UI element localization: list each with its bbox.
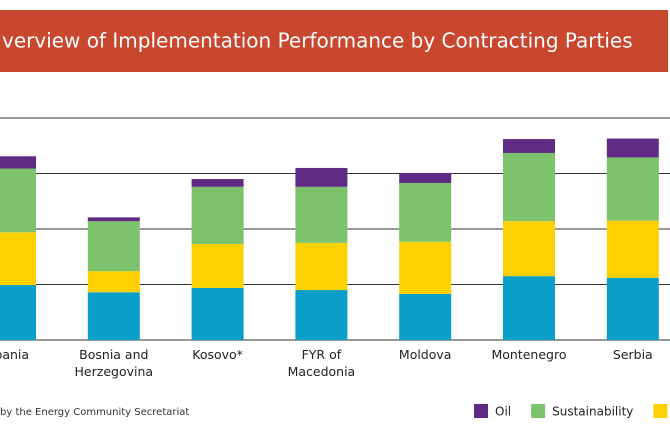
- bar-segment: [191, 186, 244, 244]
- bar-segment: [295, 290, 348, 340]
- legend-swatch: [653, 404, 668, 418]
- title-banner: [0, 10, 668, 72]
- bar-segment: [606, 157, 659, 221]
- bar-segment: [503, 276, 555, 340]
- bar-segment: [0, 232, 36, 286]
- footnote: by the Energy Community Secretariat: [0, 407, 189, 418]
- x-tick-label: Serbia: [612, 347, 653, 362]
- chart-title: verview of Implementation Performance by…: [2, 29, 633, 53]
- bar-segment: [399, 241, 452, 294]
- bar-segment: [0, 168, 36, 233]
- x-tick-label: lbania: [0, 347, 30, 362]
- bar-segment: [503, 139, 555, 153]
- bar-segment: [87, 292, 140, 340]
- legend-swatch: [474, 404, 488, 418]
- bar-segment: [295, 186, 348, 243]
- bar-segment: [399, 182, 452, 242]
- bar-segment: [87, 221, 140, 272]
- bar-segment: [0, 285, 36, 340]
- legend-label: Sustainability: [552, 405, 633, 419]
- bar-segment: [503, 152, 555, 222]
- x-tick-label: Montenegro: [491, 347, 567, 362]
- bar-segment: [606, 220, 659, 278]
- x-tick-label: Bosnia and Herzegovina: [74, 347, 154, 379]
- bar-segment: [0, 156, 36, 169]
- bar-segment: [295, 242, 348, 291]
- legend-label: Oil: [495, 405, 511, 419]
- bar-segment: [606, 138, 659, 158]
- bar-segment: [191, 179, 244, 187]
- legend-swatch: [531, 404, 546, 418]
- bar-segment: [191, 243, 244, 288]
- bar-segment: [295, 167, 348, 187]
- x-tick-label: Kosovo*: [192, 347, 243, 362]
- bar-segment: [399, 293, 452, 340]
- x-tick-label: Moldova: [398, 347, 452, 362]
- x-tick-label: FYR of Macedonia: [287, 347, 356, 379]
- bar-segment: [87, 271, 140, 293]
- bar-segment: [606, 277, 659, 340]
- bar-segment: [399, 172, 452, 183]
- bar-segment: [87, 217, 140, 222]
- bar-segment: [503, 221, 555, 277]
- bar-segment: [191, 287, 244, 340]
